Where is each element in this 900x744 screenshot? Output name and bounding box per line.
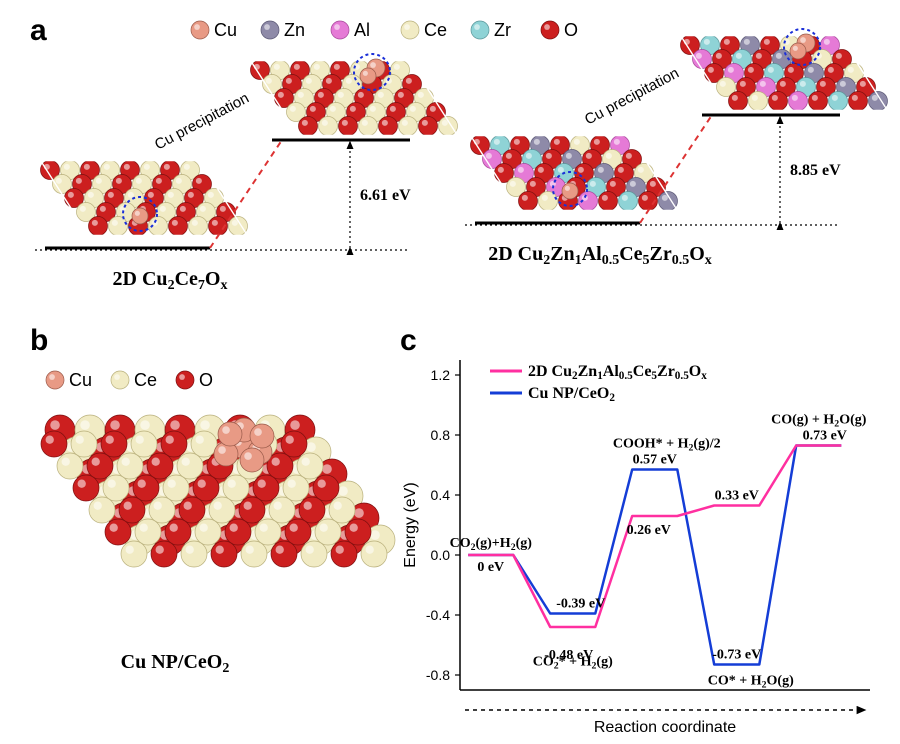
svg-text:-0.8: -0.8: [426, 667, 450, 683]
svg-text:6.61 eV: 6.61 eV: [360, 187, 411, 204]
legend-label: O: [564, 20, 578, 40]
svg-text:COOH* + H2(g)/2: COOH* + H2(g)/2: [613, 437, 721, 454]
svg-text:2D Cu2Zn1Al0.5Ce5Zr0.5Ox: 2D Cu2Zn1Al0.5Ce5Zr0.5Ox: [528, 363, 707, 382]
svg-text:-0.48 eV: -0.48 eV: [544, 648, 593, 663]
svg-text:0.57 eV: 0.57 eV: [633, 453, 677, 468]
svg-text:-0.4: -0.4: [426, 607, 450, 623]
svg-text:CO* + H2O(g): CO* + H2O(g): [708, 674, 794, 691]
panel-label-c: c: [400, 324, 417, 357]
legend-label: Zn: [284, 20, 305, 40]
svg-text:-0.39 eV: -0.39 eV: [556, 597, 605, 612]
svg-text:0.4: 0.4: [431, 487, 451, 503]
panel-label-b: b: [30, 324, 48, 357]
figure-root: a Cu Zn Al Ce Zr O 6.61 eV Cu precipitation 2D Cu…: [0, 0, 900, 744]
legend-label: Cu: [214, 20, 237, 40]
legend-label: Al: [354, 20, 370, 40]
svg-text:CO(g) + H2O(g): CO(g) + H2O(g): [771, 413, 867, 430]
svg-text:CO2(g)+H2(g): CO2(g)+H2(g): [450, 536, 533, 553]
panel-b: Cu Ce O Cu NP/CeO2: [41, 370, 395, 676]
svg-text:1.2: 1.2: [431, 367, 451, 383]
precipitation-label: Cu precipitation: [152, 90, 252, 154]
formula-caption: 2D Cu2Ce7Ox: [113, 268, 228, 293]
svg-text:0.26 eV: 0.26 eV: [627, 523, 671, 538]
svg-text:Ce: Ce: [134, 370, 157, 390]
panel-c: -0.8 -0.4 0.0 0.4 0.8 1.2 Energy (eV) Reaction …: [402, 360, 870, 736]
formula-caption: 2D Cu2Zn1Al0.5Ce5Zr0.5Ox: [488, 243, 712, 268]
svg-text:0.0: 0.0: [431, 547, 451, 563]
legend-label: Zr: [494, 20, 511, 40]
x-axis-label: Reaction coordinate: [594, 719, 736, 736]
svg-text:0 eV: 0 eV: [477, 560, 504, 575]
svg-text:0.8: 0.8: [431, 427, 451, 443]
svg-text:0.73 eV: 0.73 eV: [803, 429, 847, 444]
svg-text:Cu NP/CeO2: Cu NP/CeO2: [528, 385, 615, 404]
panel-b-caption: Cu NP/CeO2: [121, 651, 230, 676]
panel-a-half: 6.61 eV Cu precipitation 2D Cu2Ce7Ox: [35, 54, 458, 293]
chart-legend: 2D Cu2Zn1Al0.5Ce5Zr0.5Ox Cu NP/CeO2: [490, 363, 707, 404]
precipitation-label: Cu precipitation: [582, 65, 682, 129]
panel-a-half: 8.85 eV Cu precipitation 2D Cu2Zn1Al0.5Ce5…: [465, 29, 888, 268]
svg-text:Cu: Cu: [69, 370, 92, 390]
svg-text:8.85 eV: 8.85 eV: [790, 162, 841, 179]
y-axis-label: Energy (eV): [402, 482, 419, 567]
panel-label-a: a: [30, 14, 47, 47]
svg-text:0.33 eV: 0.33 eV: [715, 489, 759, 504]
svg-text:-0.73 eV: -0.73 eV: [712, 648, 761, 663]
svg-text:O: O: [199, 370, 213, 390]
legend-label: Ce: [424, 20, 447, 40]
